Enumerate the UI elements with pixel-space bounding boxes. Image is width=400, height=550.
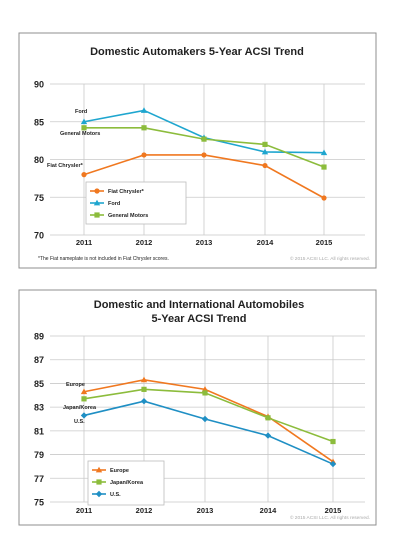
chart-2-point-u-s — [201, 415, 209, 423]
chart-1-point-ford — [80, 118, 88, 125]
chart-2-point-japan-korea — [81, 396, 87, 402]
chart-1-y-tick-label: 90 — [34, 80, 44, 90]
chart-2-x-tick-label: 2013 — [197, 506, 214, 515]
chart-1-point-ford — [261, 148, 269, 155]
chart-1-copyright: © 2015 ACSI LLC. All rights reserved. — [290, 255, 370, 262]
chart-1-series-label-general-motors: General Motors — [60, 131, 100, 137]
chart-2-legend-label: U.S. — [110, 492, 121, 498]
chart-1-point-general-motors — [262, 141, 268, 147]
chart-1-legend: Fiat Chrysler* Ford General Motors — [85, 181, 187, 225]
chart-1-legend-swatch-marker — [94, 188, 100, 194]
chart-1-x-tick-label: 2014 — [257, 238, 275, 247]
chart-2-y-tick-label: 79 — [34, 450, 44, 460]
chart-2-point-japan-korea — [330, 438, 336, 445]
chart-2-y-tick-label: 75 — [34, 498, 44, 508]
chart-1-point-fiat-chrysler — [141, 152, 147, 158]
chart-1-x-tick-label: 2011 — [76, 238, 92, 247]
chart-2-point-u-s — [140, 398, 148, 405]
chart-2-point-u-s — [80, 412, 88, 419]
chart-2-x-tick-label: 2011 — [76, 506, 92, 515]
chart-1-point-general-motors — [201, 136, 207, 142]
chart-2-y-tick-label: 85 — [34, 379, 44, 389]
chart-2-point-u-s — [329, 460, 337, 468]
chart-1-x-tick-label: 2012 — [136, 238, 153, 247]
chart-2-point-japan-korea — [141, 386, 147, 392]
chart-1-point-ford — [320, 149, 328, 156]
chart-2-y-tick-label: 77 — [34, 474, 44, 484]
chart-2-point-japan-korea — [265, 415, 271, 421]
chart-2-y-tick-label: 89 — [34, 332, 44, 342]
chart-2-point-japan-korea — [202, 390, 208, 396]
chart-2-legend: Europe Japan/Korea U.S. — [87, 460, 165, 506]
chart-1: Domestic Automakers 5-Year ACSI Trend 70… — [18, 32, 377, 269]
chart-1-series-label-fiat-chrysler: Fiat Chrysler* — [47, 163, 84, 169]
chart-1-point-general-motors — [141, 125, 147, 131]
chart-1-x-tick-label: 2013 — [196, 238, 213, 247]
chart-1-point-fiat-chrysler — [321, 195, 327, 201]
chart-1-point-fiat-chrysler — [262, 162, 268, 169]
chart-2-series-label-europe: Europe — [66, 382, 85, 388]
chart-1-point-ford — [140, 107, 148, 113]
chart-1-legend-label: General Motors — [108, 213, 148, 219]
chart-2-point-europe — [140, 376, 148, 383]
chart-1-footnote: *The Fiat nameplate is not included in F… — [38, 256, 169, 262]
chart-1-y-tick-label: 85 — [34, 117, 44, 127]
chart-2-legend-swatch-marker — [96, 479, 102, 485]
chart-1-legend-box — [85, 181, 187, 225]
chart-1-title: Domestic Automakers 5-Year ACSI Trend — [90, 46, 304, 58]
chart-1-point-general-motors — [81, 125, 87, 131]
chart-1-y-tick-label: 70 — [34, 231, 44, 241]
chart-2-point-u-s — [264, 432, 272, 439]
chart-1-point-fiat-chrysler — [81, 172, 87, 178]
chart-2-subtitle: 5-Year ACSI Trend — [152, 313, 247, 325]
chart-2-point-europe — [80, 388, 88, 395]
chart-1-legend-swatch-marker — [93, 199, 101, 206]
chart-2-y-tick-label: 83 — [34, 403, 44, 413]
chart-2-legend-swatch-marker — [95, 466, 103, 473]
chart-1-point-fiat-chrysler — [201, 152, 207, 158]
chart-1-legend-swatch-marker — [94, 212, 100, 218]
chart-1-legend-label: Fiat Chrysler* — [108, 189, 145, 195]
chart-2-legend-label: Europe — [110, 468, 129, 474]
chart-2-copyright: © 2015 ACSI LLC. All rights reserved. — [290, 514, 370, 521]
chart-2-x-tick-label: 2012 — [136, 506, 153, 515]
chart-2-y-tick-label: 81 — [34, 426, 44, 436]
chart-2-legend-label: Japan/Korea — [110, 480, 144, 486]
chart-1-y-tick-label: 80 — [34, 155, 44, 165]
chart-2-title: Domestic and International Automobiles — [94, 299, 304, 311]
chart-1-series-label-ford: Ford — [75, 109, 87, 115]
chart-2-legend-swatch-marker — [95, 490, 103, 498]
chart-2-series-label-u-s: U.S. — [74, 419, 85, 425]
chart-2-x-tick-label: 2014 — [260, 506, 278, 515]
chart-2-y-tick-label: 87 — [34, 355, 44, 365]
chart-2: Domestic and International Automobiles 5… — [18, 289, 377, 526]
chart-1-x-tick-label: 2015 — [316, 238, 333, 247]
chart-1-panel — [18, 32, 377, 269]
chart-2-series-label-japan-korea: Japan/Korea — [63, 405, 97, 411]
chart-2-x-tick-label: 2015 — [325, 506, 342, 515]
chart-1-point-general-motors — [321, 164, 327, 170]
chart-1-y-tick-label: 75 — [34, 193, 44, 203]
chart-1-legend-label: Ford — [108, 201, 120, 207]
